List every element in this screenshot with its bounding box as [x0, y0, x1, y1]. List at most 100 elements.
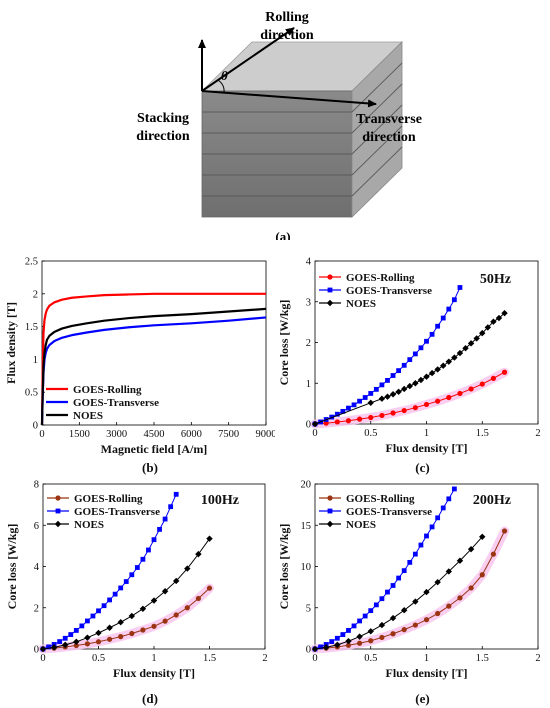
data-point [129, 630, 135, 637]
legend-marker [326, 299, 334, 307]
data-point [401, 385, 408, 393]
data-point [357, 416, 363, 422]
data-point [468, 386, 474, 392]
y-tick-label: 2 [33, 289, 38, 300]
y-tick-label: 5 [306, 603, 311, 614]
y-tick-label: 0 [34, 645, 39, 656]
y-tick-label: 10 [301, 562, 312, 573]
data-point [157, 526, 162, 532]
data-point [46, 644, 51, 650]
data-point [346, 628, 351, 633]
stacking-label-line1: Stacking [137, 111, 189, 126]
data-point [401, 568, 407, 574]
theta-label: θ [221, 68, 228, 83]
data-point [412, 351, 418, 357]
data-point [206, 585, 213, 591]
data-point [390, 631, 396, 637]
series-line [40, 292, 266, 426]
lamination-stack-diagram: θ Rolling direction Stacking direction T… [136, 10, 422, 240]
panel-caption: (c) [415, 460, 429, 475]
series-noes [40, 307, 267, 426]
data-point [379, 412, 385, 419]
data-point [367, 399, 374, 407]
data-point [329, 414, 335, 420]
data-point [334, 641, 341, 649]
data-point [368, 391, 374, 396]
data-point [134, 565, 140, 570]
data-point [435, 398, 441, 404]
data-point [128, 612, 135, 620]
data-point [146, 547, 151, 553]
data-point [389, 614, 397, 622]
data-point [423, 617, 430, 623]
data-point [385, 589, 390, 595]
data-point [84, 634, 91, 641]
data-point [406, 382, 413, 390]
x-tick-label: 1500 [69, 429, 90, 440]
data-point [173, 491, 179, 497]
y-tick-label: 0.5 [25, 388, 38, 399]
y-axis-label: Core loss [W/kg] [277, 524, 291, 610]
series-goes-rolling [40, 292, 266, 426]
data-point [351, 623, 357, 629]
data-point [468, 585, 474, 591]
data-point [412, 598, 419, 605]
lamination-lines [202, 62, 403, 197]
data-point [423, 373, 430, 380]
y-tick-label: 15 [301, 521, 312, 532]
data-point [85, 618, 90, 624]
data-point [479, 572, 485, 578]
x-tick-label: 1 [151, 653, 156, 664]
data-point [62, 635, 68, 641]
y-tick-label: 4 [34, 562, 40, 573]
data-point [457, 595, 463, 601]
x-tick-label: 4500 [144, 429, 165, 440]
x-tick-label: 1.5 [476, 653, 489, 664]
data-point [435, 323, 441, 329]
series-line [42, 587, 210, 650]
data-point [440, 505, 446, 511]
data-point [362, 395, 368, 400]
data-point [396, 575, 402, 581]
legend-label: GOES-Rolling [346, 493, 415, 505]
frequency-annotation: 200Hz [473, 493, 511, 508]
series-goes-transverse [312, 486, 457, 652]
data-point [451, 486, 457, 492]
data-point [117, 618, 124, 626]
data-point [345, 418, 352, 424]
data-point [162, 516, 168, 522]
y-tick-label: 2.5 [25, 257, 38, 268]
rolling-direction-arrow [201, 27, 295, 92]
x-tick-label: 0.5 [364, 653, 377, 664]
x-tick-label: 1.5 [476, 428, 489, 439]
data-point [345, 642, 352, 648]
panel-caption: (e) [415, 691, 429, 706]
x-axis-label: Flux density [T] [385, 666, 467, 680]
x-tick-label: 9000 [256, 429, 276, 440]
x-tick-label: 2 [535, 653, 540, 664]
data-point [311, 420, 319, 428]
data-point [440, 315, 446, 321]
legend-label: GOES-Rolling [346, 272, 415, 284]
y-tick-label: 6 [34, 521, 39, 532]
data-point [62, 641, 69, 649]
data-point [456, 349, 464, 357]
x-axis-label: Flux density [T] [385, 441, 467, 455]
data-point [412, 380, 419, 387]
data-point [195, 595, 201, 602]
x-axis-label: Magnetic field [A/m] [101, 442, 208, 456]
data-point [73, 628, 79, 633]
data-point [340, 632, 346, 637]
data-point [318, 644, 323, 650]
data-point [446, 603, 452, 609]
data-point [340, 408, 346, 414]
data-point [368, 608, 374, 614]
legend-label: GOES-Transverse [346, 285, 432, 297]
caption-a: (a) [275, 229, 290, 240]
data-point [435, 515, 441, 521]
y-tick-label: 0 [306, 645, 311, 656]
data-point [407, 559, 413, 565]
